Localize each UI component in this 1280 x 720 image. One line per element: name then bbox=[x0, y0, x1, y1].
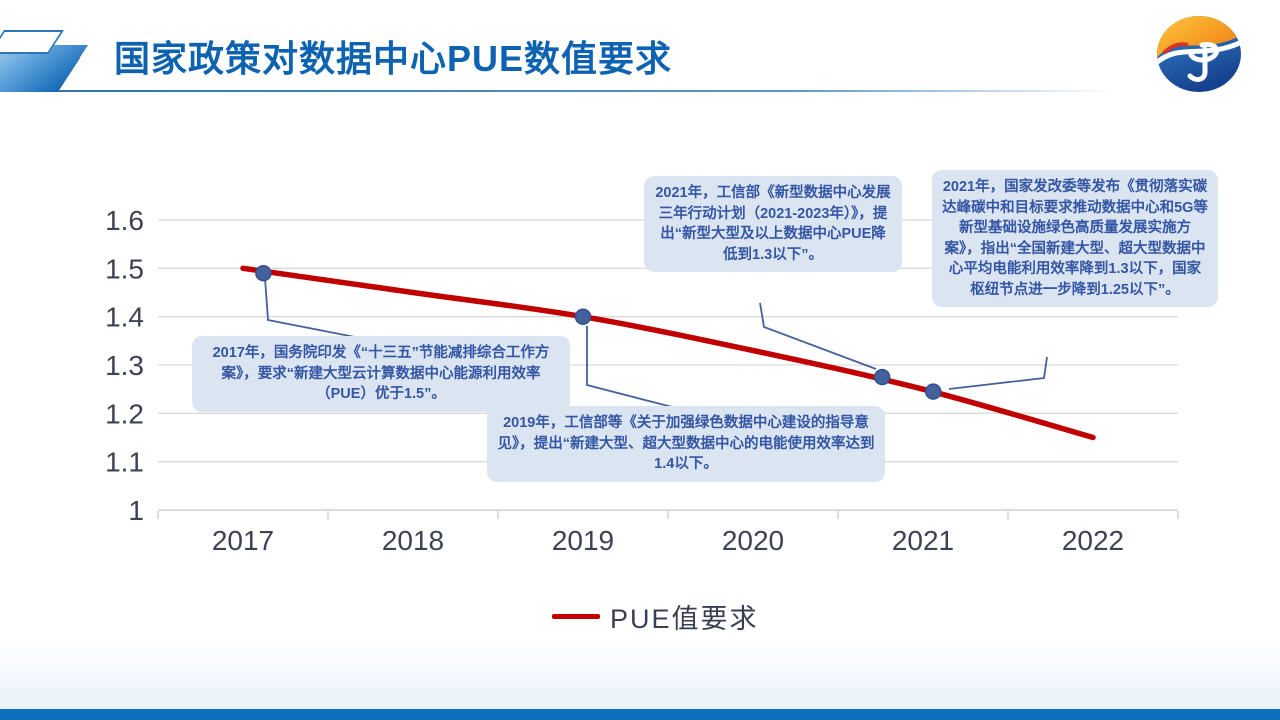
x-tick-label: 2021 bbox=[892, 525, 954, 556]
header-underline bbox=[44, 90, 1116, 92]
legend-label: PUE值要求 bbox=[610, 604, 759, 634]
x-tick-label: 2018 bbox=[382, 525, 444, 556]
chart-legend: PUE值要求 bbox=[552, 597, 759, 636]
x-tick-label: 2017 bbox=[212, 525, 274, 556]
callout-policy-2021-miit: 2021年，工信部《新型数据中心发展三年行动计划（2021-2023年）》，提出… bbox=[644, 176, 902, 273]
pue-requirement-line bbox=[240, 265, 1096, 441]
company-logo bbox=[1156, 15, 1242, 93]
logo-orange-arc bbox=[1157, 16, 1241, 59]
policy-marker-dot bbox=[924, 383, 942, 400]
y-tick-label: 1.3 bbox=[105, 350, 144, 381]
logo-swoosh bbox=[1157, 38, 1241, 67]
callout-policy-2017: 2017年，国务院印发《“十三五”节能减排综合工作方案》，要求“新建大型云计算数… bbox=[192, 336, 570, 412]
y-tick-label: 1 bbox=[128, 495, 144, 526]
policy-marker-dot bbox=[873, 368, 891, 386]
callout-connector-line bbox=[586, 326, 681, 410]
y-tick-label: 1.1 bbox=[105, 447, 144, 478]
x-tick-label: 2022 bbox=[1062, 525, 1124, 556]
y-tick-label: 1.6 bbox=[105, 205, 144, 236]
y-tick-label: 1.5 bbox=[105, 253, 144, 284]
logo-letter-j bbox=[1187, 42, 1220, 82]
x-tick-label: 2020 bbox=[722, 525, 784, 556]
callout-policy-2019: 2019年，工信部等《关于加强绿色数据中心建设的指导意见》，提出“新建大型、超大… bbox=[487, 406, 885, 482]
callout-policy-2021-ndrc: 2021年，国家发改委等发布《贯彻落实碳达峰碳中和目标要求推动数据中心和5G等新… bbox=[932, 170, 1218, 308]
callout-connector-line bbox=[759, 302, 877, 370]
y-tick-label: 1.4 bbox=[105, 302, 144, 333]
logo-red-accent bbox=[1162, 42, 1189, 55]
footer-accent-bar bbox=[0, 709, 1280, 720]
policy-marker-dot bbox=[574, 308, 592, 325]
policy-marker-dot bbox=[255, 264, 272, 282]
page-title: 国家政策对数据中心PUE数值要求 bbox=[114, 38, 673, 79]
footer-fade-band bbox=[0, 640, 1280, 709]
callout-connector-line bbox=[264, 277, 361, 339]
legend-line-swatch bbox=[552, 614, 600, 619]
y-tick-label: 1.2 bbox=[105, 398, 144, 429]
logo-icon bbox=[1157, 16, 1241, 92]
x-tick-label: 2019 bbox=[552, 525, 614, 556]
callout-connector-line bbox=[948, 356, 1048, 390]
